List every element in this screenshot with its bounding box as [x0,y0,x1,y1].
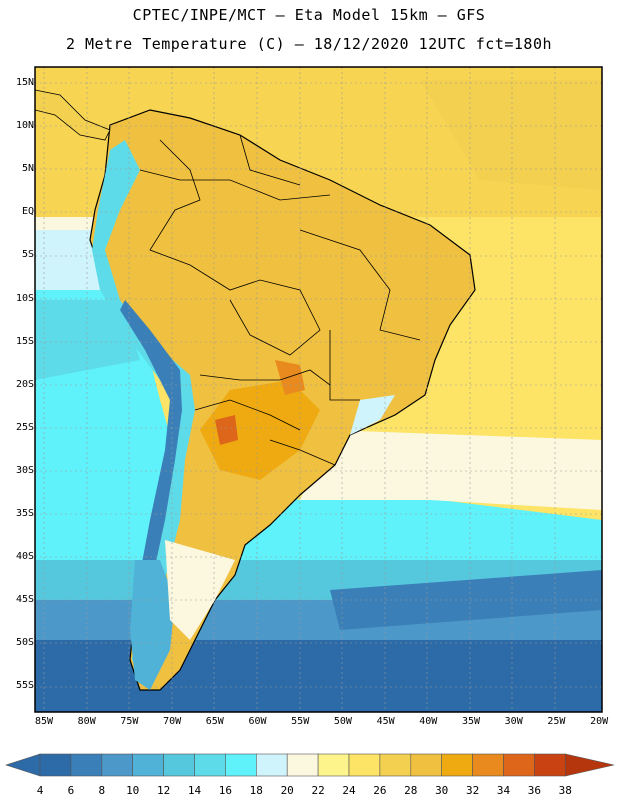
country-borders [139,134,421,466]
colorbar-swatch [101,753,134,777]
lon-label: 40W [419,716,438,727]
colorbar-swatch [410,753,442,777]
colorbar-swatch [194,753,226,777]
lat-label: EQ [21,206,34,218]
lon-label: 60W [248,716,267,727]
lon-label: 55W [291,716,310,727]
colorbar-swatch [70,753,103,777]
colorbar-label: 30 [435,784,449,797]
colorbar-swatch [317,753,350,777]
lat-label: 10N [15,120,34,132]
colorbar-swatch [472,753,504,777]
colorbar-swatch [348,753,381,777]
lat-label: 15S [15,335,34,347]
lon-label: 80W [77,716,96,727]
colorbar-label: 16 [218,784,233,797]
colorbar-label: 10 [126,784,140,797]
colorbar-label: 4 [36,784,44,797]
lon-label: 85W [34,716,54,727]
lon-label: 25W [547,716,566,727]
colorbar-label: 12 [156,784,171,797]
lat-label: 5S [21,249,34,261]
lat-label: 50S [15,637,34,649]
lat-label: 30S [15,464,34,476]
lon-label: 30W [504,716,523,727]
colorbar-swatch [503,753,535,777]
lat-label: 25S [15,421,34,433]
colorbar-label: 8 [98,784,106,797]
lat-label: 45S [15,594,34,606]
colorbar-swatch [286,753,319,777]
lat-label: 20S [15,378,34,390]
colorbar-swatch [132,753,164,777]
colorbar-label: 36 [527,784,542,797]
colorbar-arrow-low [5,753,41,777]
colorbar-label: 22 [311,784,325,797]
colorbar-swatch [163,753,195,777]
colorbar-label: 28 [404,784,418,797]
lon-label: 65W [205,716,224,727]
lat-label: 15N [15,77,34,88]
lon-label: 75W [120,716,139,727]
colorbar-arrow-high [564,753,615,777]
colorbar-label: 32 [465,784,480,797]
lon-label: 45W [376,716,395,727]
lat-label: 55S [15,680,34,692]
colorbar-label: 14 [187,784,202,797]
colorbar-label: 34 [496,784,511,797]
map-title-line1: CPTEC/INPE/MCT – Eta Model 15km – GFS [132,6,486,24]
lon-label: 20W [590,716,609,727]
colorbar-swatch [379,753,412,777]
colorbar [5,753,615,777]
lat-label: 5N [21,163,34,175]
lat-label: 40S [15,551,34,563]
colorbar-label: 20 [280,784,294,797]
lon-label: 50W [333,716,352,727]
colorbar-label: 24 [342,784,356,797]
colorbar-swatch [441,753,473,777]
lon-label: 70W [163,716,182,727]
colorbar-swatch [39,753,72,777]
lat-label: 35S [15,508,34,519]
colorbar-label: 6 [67,784,75,797]
colorbar-swatch [255,753,288,777]
colorbar-label: 38 [558,784,572,797]
map-title-line2: 2 Metre Temperature (C) – 18/12/2020 12U… [65,35,553,53]
lon-label: 35W [461,716,481,727]
colorbar-swatch [225,753,257,777]
temperature-field [35,67,602,712]
colorbar-swatch [534,753,566,777]
colorbar-label: 26 [373,784,387,797]
colorbar-label: 18 [249,784,263,797]
lat-label: 10S [15,292,34,304]
